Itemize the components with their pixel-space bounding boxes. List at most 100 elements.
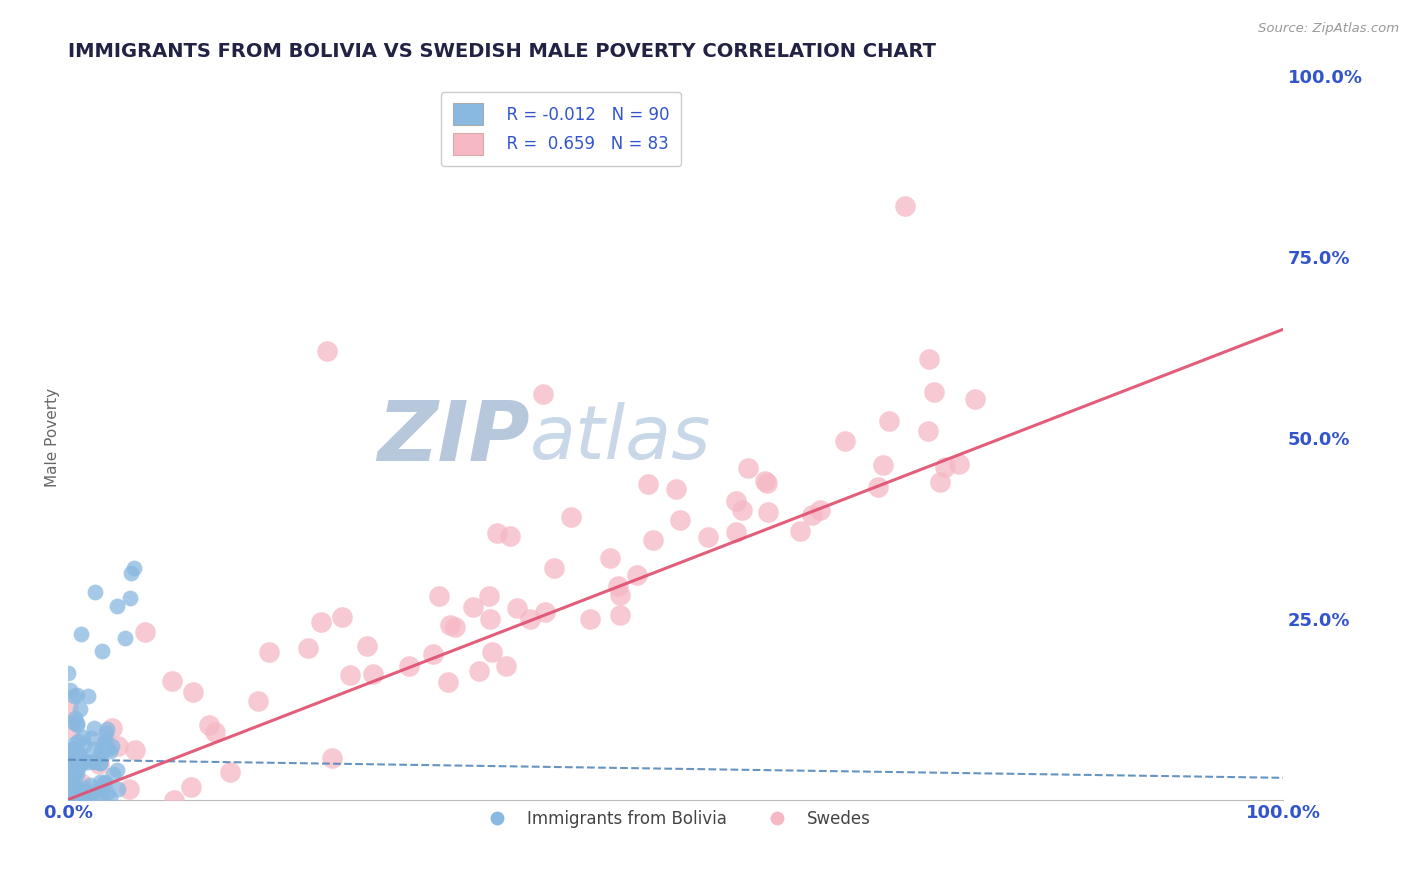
Point bbox=[80, 791, 103, 805]
Point bbox=[90, 783, 112, 797]
Point bbox=[60, 775, 83, 789]
Point bbox=[606, 579, 628, 593]
Point bbox=[499, 528, 522, 542]
Point bbox=[122, 560, 145, 574]
Point bbox=[479, 612, 502, 626]
Point bbox=[63, 737, 86, 751]
Point bbox=[789, 524, 811, 538]
Point bbox=[963, 392, 986, 407]
Point bbox=[98, 743, 121, 757]
Point bbox=[948, 457, 970, 471]
Point bbox=[80, 731, 103, 745]
Point bbox=[65, 791, 87, 805]
Point bbox=[89, 756, 111, 770]
Point bbox=[315, 344, 337, 359]
Point bbox=[83, 742, 105, 756]
Point bbox=[894, 199, 917, 213]
Point bbox=[65, 751, 87, 765]
Point bbox=[259, 645, 281, 659]
Point bbox=[105, 764, 128, 778]
Point bbox=[543, 561, 565, 575]
Point bbox=[59, 772, 82, 786]
Point bbox=[66, 767, 89, 781]
Point bbox=[134, 625, 156, 640]
Point bbox=[103, 767, 125, 781]
Point bbox=[101, 722, 124, 736]
Point bbox=[62, 772, 84, 787]
Point bbox=[89, 775, 111, 789]
Point bbox=[756, 505, 779, 519]
Point bbox=[89, 789, 111, 803]
Point bbox=[82, 792, 104, 806]
Point bbox=[76, 792, 98, 806]
Point bbox=[468, 664, 491, 678]
Point bbox=[918, 352, 941, 367]
Point bbox=[63, 759, 86, 773]
Point bbox=[83, 755, 105, 769]
Point bbox=[163, 792, 186, 806]
Point bbox=[63, 746, 86, 760]
Point bbox=[124, 743, 146, 757]
Point bbox=[800, 508, 823, 522]
Point bbox=[56, 701, 79, 715]
Point bbox=[56, 766, 79, 780]
Point bbox=[101, 739, 124, 753]
Point bbox=[75, 792, 97, 806]
Point bbox=[356, 640, 378, 654]
Point bbox=[105, 599, 128, 614]
Point bbox=[90, 781, 112, 796]
Point bbox=[65, 716, 87, 731]
Point bbox=[160, 674, 183, 689]
Point bbox=[70, 784, 93, 798]
Point bbox=[59, 776, 82, 790]
Point bbox=[96, 722, 118, 736]
Point bbox=[609, 588, 631, 602]
Point bbox=[641, 533, 664, 547]
Point bbox=[506, 600, 529, 615]
Point bbox=[181, 685, 204, 699]
Point bbox=[63, 711, 86, 725]
Point bbox=[65, 760, 87, 774]
Point bbox=[756, 475, 779, 490]
Point bbox=[427, 589, 450, 603]
Point bbox=[72, 786, 94, 800]
Point bbox=[297, 640, 319, 655]
Point bbox=[60, 780, 83, 794]
Point bbox=[560, 509, 582, 524]
Point bbox=[63, 786, 86, 800]
Point bbox=[89, 756, 111, 771]
Point bbox=[69, 758, 91, 772]
Point bbox=[70, 784, 93, 798]
Point bbox=[76, 689, 98, 703]
Point bbox=[808, 503, 831, 517]
Point bbox=[84, 585, 107, 599]
Point bbox=[737, 461, 759, 475]
Point bbox=[73, 739, 96, 753]
Point bbox=[664, 482, 686, 496]
Point bbox=[73, 755, 96, 769]
Point bbox=[62, 715, 84, 730]
Point bbox=[361, 666, 384, 681]
Point bbox=[339, 668, 361, 682]
Point bbox=[66, 688, 89, 702]
Point bbox=[872, 458, 894, 472]
Legend: Immigrants from Bolivia, Swedes: Immigrants from Bolivia, Swedes bbox=[474, 804, 877, 835]
Point bbox=[96, 786, 118, 800]
Point bbox=[70, 776, 93, 790]
Point bbox=[56, 665, 79, 680]
Point bbox=[118, 781, 141, 796]
Point bbox=[219, 764, 242, 779]
Point bbox=[398, 658, 420, 673]
Point bbox=[609, 608, 631, 623]
Point bbox=[197, 717, 219, 731]
Point bbox=[67, 734, 90, 748]
Point bbox=[66, 763, 89, 777]
Point bbox=[87, 756, 110, 771]
Point bbox=[599, 550, 621, 565]
Point bbox=[89, 792, 111, 806]
Point bbox=[495, 659, 517, 673]
Point bbox=[754, 475, 776, 489]
Point bbox=[697, 530, 720, 544]
Point bbox=[58, 768, 80, 782]
Point bbox=[247, 694, 270, 708]
